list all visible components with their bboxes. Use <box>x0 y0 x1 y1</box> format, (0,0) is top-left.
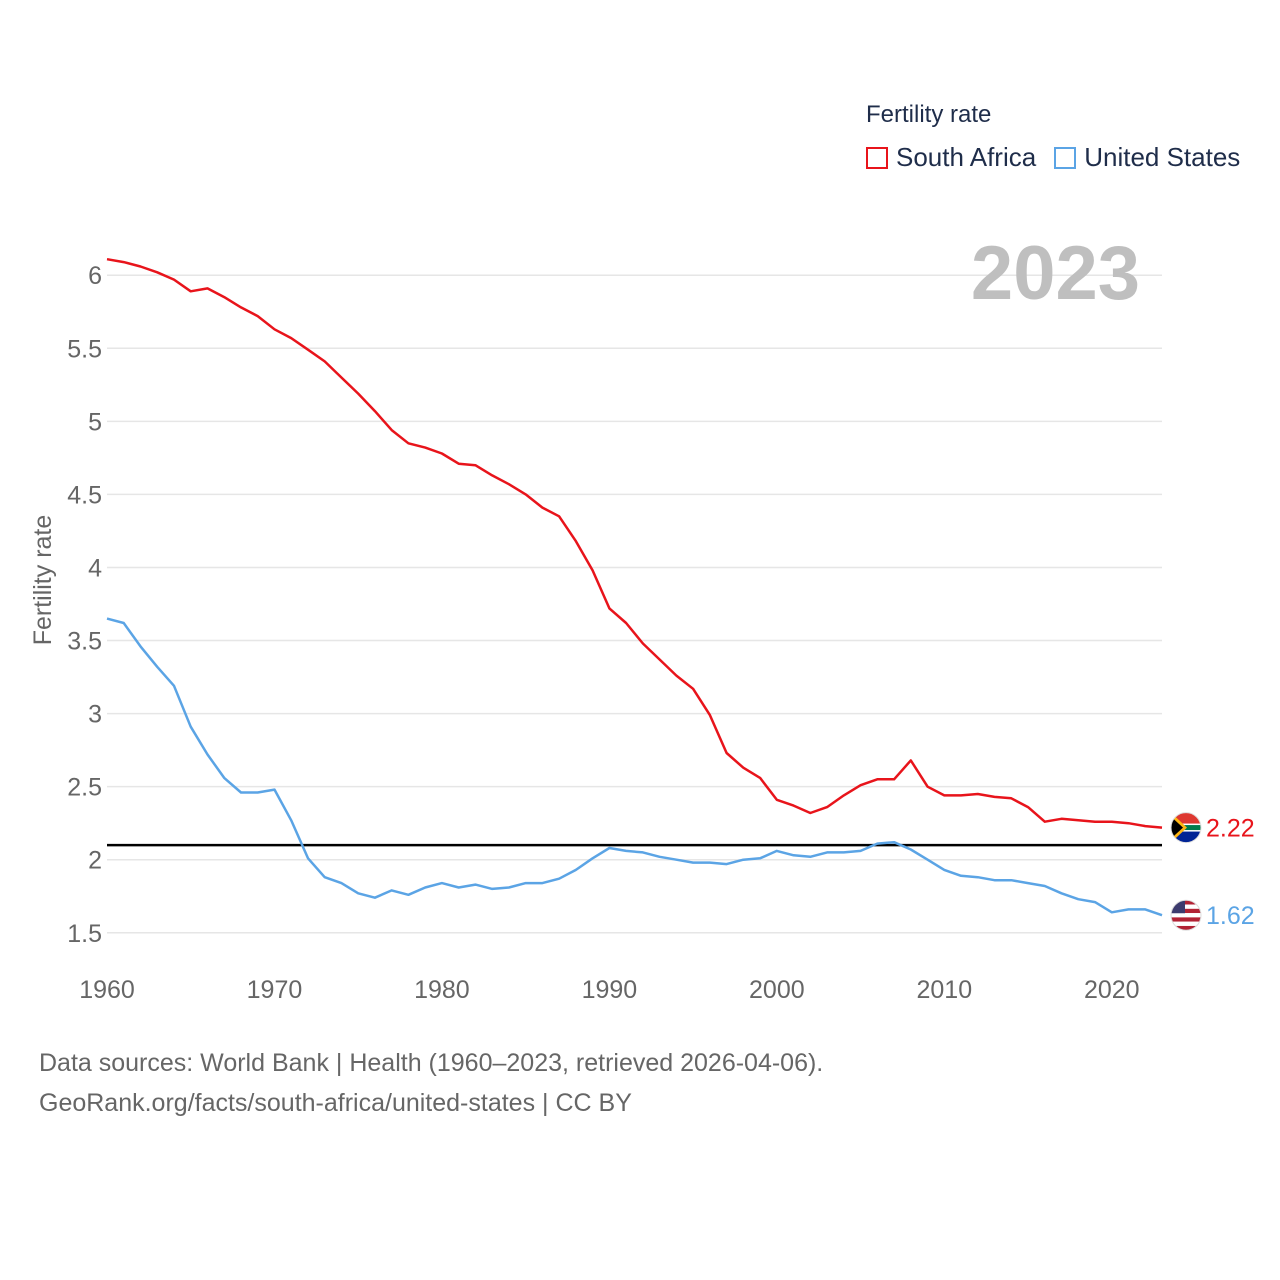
x-tick-label: 2010 <box>916 976 972 1004</box>
footer-sources: Data sources: World Bank | Health (1960–… <box>39 1049 824 1077</box>
grid-lines <box>107 274 1162 934</box>
legend-item-south-africa[interactable]: South Africa <box>866 142 1036 173</box>
y-axis-ticks: 1.5 2 2.5 3 3.5 4 4.5 5 5.5 6 <box>67 262 102 948</box>
y-tick-label: 5.5 <box>67 335 102 363</box>
x-tick-label: 1980 <box>414 976 470 1004</box>
series-line-south-africa <box>106 257 1163 829</box>
legend-label-south-africa: South Africa <box>896 142 1037 172</box>
x-tick-label: 1970 <box>247 976 303 1004</box>
y-tick-label: 2 <box>88 847 102 875</box>
y-tick-label: 2.5 <box>67 774 102 802</box>
y-tick-label: 6 <box>88 262 102 290</box>
y-tick-label: 5 <box>88 408 102 436</box>
legend-title: Fertility rate <box>866 101 992 128</box>
end-value-label-south-africa: 2.22 <box>1206 815 1255 843</box>
legend-swatch-south-africa <box>866 146 888 169</box>
series-group <box>106 257 1163 917</box>
x-axis-ticks: 1960 1970 1980 1990 2000 2010 2020 <box>79 976 1139 1004</box>
y-tick-label: 3 <box>88 701 102 729</box>
end-value-label-united-states: 1.62 <box>1206 902 1255 930</box>
y-tick-label: 4.5 <box>67 481 102 509</box>
y-tick-label: 4 <box>88 554 102 582</box>
x-tick-label: 1960 <box>79 976 135 1004</box>
y-tick-label: 3.5 <box>67 628 102 656</box>
x-tick-label: 2020 <box>1084 976 1140 1004</box>
x-tick-label: 1990 <box>582 976 638 1004</box>
legend-item-united-states[interactable]: United States <box>1054 142 1240 173</box>
x-tick-label: 2000 <box>749 976 805 1004</box>
flag-united-states-icon <box>1170 899 1202 931</box>
legend: South Africa United States <box>866 142 1258 173</box>
y-tick-label: 1.5 <box>67 920 102 948</box>
legend-swatch-united-states <box>1054 146 1077 169</box>
series-line-united-states <box>106 617 1163 917</box>
flag-south-africa-icon <box>1170 812 1202 844</box>
legend-label-united-states: United States <box>1084 142 1241 172</box>
y-axis-label: Fertility rate <box>29 515 57 646</box>
footer-link[interactable]: GeoRank.org/facts/south-africa/united-st… <box>39 1089 632 1117</box>
end-markers: 2.22 1.62 <box>1170 812 1255 931</box>
year-overlay: 2023 <box>971 231 1140 316</box>
footer: Data sources: World Bank | Health (1960–… <box>39 1043 823 1123</box>
